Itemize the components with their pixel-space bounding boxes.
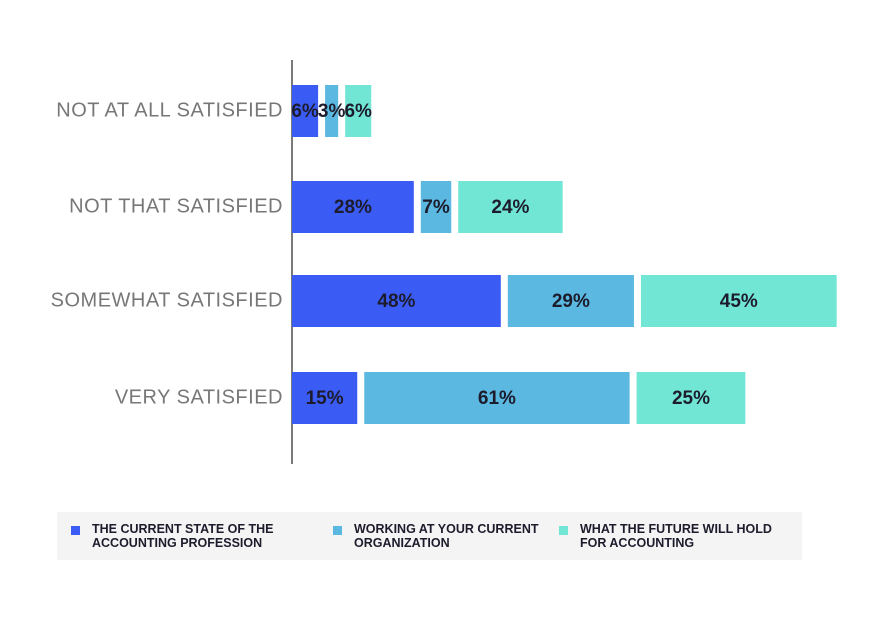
value-label: 28% bbox=[334, 197, 372, 218]
bar bbox=[292, 181, 414, 233]
bar bbox=[364, 372, 630, 424]
value-label: 61% bbox=[478, 388, 516, 409]
value-label: 6% bbox=[291, 101, 319, 122]
legend-text: WORKING AT YOUR CURRENT ORGANIZATION bbox=[354, 522, 539, 550]
bar bbox=[507, 275, 634, 327]
bar bbox=[636, 372, 746, 424]
bar bbox=[292, 372, 358, 424]
legend-item: WORKING AT YOUR CURRENT ORGANIZATION bbox=[333, 522, 544, 550]
legend-item: THE CURRENT STATE OF THE ACCOUNTING PROF… bbox=[71, 522, 307, 550]
value-label: 6% bbox=[344, 101, 372, 122]
legend-text: THE CURRENT STATE OF THE ACCOUNTING PROF… bbox=[92, 522, 274, 550]
legend-item: WHAT THE FUTURE WILL HOLD FOR ACCOUNTING bbox=[559, 522, 795, 550]
bar bbox=[640, 275, 837, 327]
value-label: 24% bbox=[491, 197, 529, 218]
value-label: 3% bbox=[318, 101, 346, 122]
legend-swatch bbox=[333, 526, 342, 535]
bar bbox=[345, 85, 372, 137]
legend-text: WHAT THE FUTURE WILL HOLD FOR ACCOUNTING bbox=[580, 522, 772, 550]
value-label: 7% bbox=[422, 197, 450, 218]
category-label: NOT AT ALL SATISFIED bbox=[56, 99, 283, 121]
bar bbox=[292, 85, 319, 137]
category-label: SOMEWHAT SATISFIED bbox=[51, 289, 283, 311]
value-label: 15% bbox=[306, 388, 344, 409]
value-label: 45% bbox=[720, 291, 758, 312]
value-label: 29% bbox=[552, 291, 590, 312]
legend: THE CURRENT STATE OF THE ACCOUNTING PROF… bbox=[57, 512, 802, 560]
bar bbox=[292, 275, 501, 327]
category-label: NOT THAT SATISFIED bbox=[69, 195, 283, 217]
value-label: 48% bbox=[377, 291, 415, 312]
category-label: VERY SATISFIED bbox=[115, 386, 283, 408]
value-label: 25% bbox=[672, 388, 710, 409]
legend-swatch bbox=[71, 526, 80, 535]
legend-swatch bbox=[559, 526, 568, 535]
bar bbox=[325, 85, 339, 137]
chart: NOT AT ALL SATISFIED 6% 3% 6% NOT THAT SATIS… bbox=[51, 60, 837, 464]
bar bbox=[458, 181, 563, 233]
bar bbox=[420, 181, 452, 233]
